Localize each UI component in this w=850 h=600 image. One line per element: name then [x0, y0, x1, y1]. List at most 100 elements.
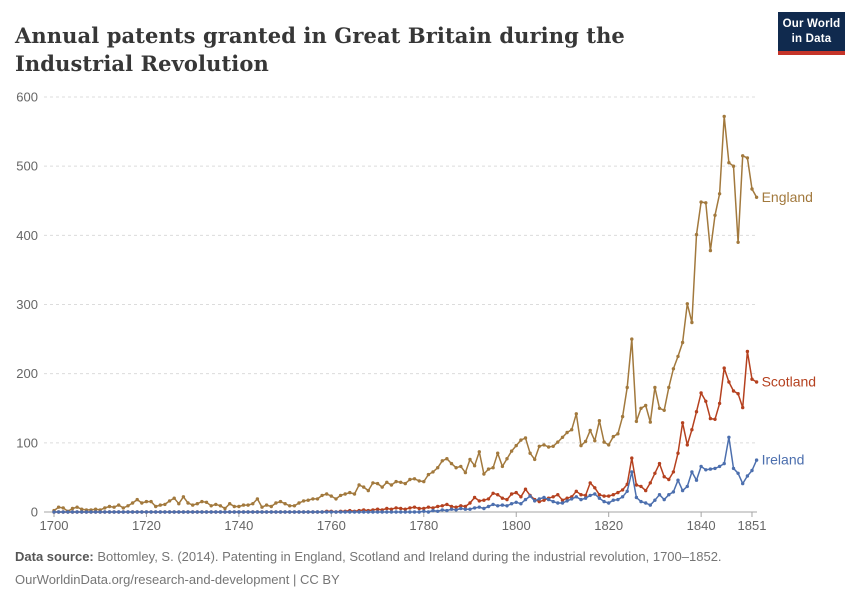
data-point-england — [717, 192, 722, 196]
data-point-scotland — [630, 456, 634, 460]
data-point-ireland — [200, 510, 204, 514]
x-axis-label-1700: 1700 — [40, 518, 69, 533]
data-point-ireland — [472, 506, 477, 510]
data-point-ireland — [246, 510, 250, 514]
data-point-england — [389, 483, 394, 487]
data-point-england — [375, 481, 380, 486]
data-point-scotland — [620, 488, 625, 492]
x-axis-label-1760: 1760 — [317, 518, 346, 533]
data-point-england — [223, 506, 227, 511]
data-point-ireland — [283, 510, 287, 514]
data-source-label: Data source: — [15, 549, 94, 564]
data-point-ireland — [408, 510, 412, 514]
data-point-ireland — [389, 510, 394, 514]
data-point-england — [727, 161, 731, 165]
data-point-england — [509, 449, 514, 453]
data-point-ireland — [671, 490, 676, 494]
data-point-england — [352, 492, 357, 496]
data-point-england — [713, 213, 717, 217]
data-point-scotland — [583, 493, 588, 498]
data-point-england — [278, 499, 283, 504]
data-point-ireland — [380, 510, 384, 514]
data-point-ireland — [348, 510, 352, 514]
data-point-scotland — [611, 493, 615, 497]
data-point-scotland — [694, 410, 699, 414]
owid-logo[interactable]: Our World in Data — [778, 12, 845, 55]
data-point-ireland — [117, 510, 121, 514]
data-point-england — [172, 496, 176, 500]
data-point-ireland — [593, 492, 597, 496]
data-point-ireland — [126, 510, 130, 514]
data-point-england — [482, 472, 486, 476]
data-point-ireland — [565, 499, 569, 503]
data-point-ireland — [482, 506, 486, 511]
data-point-england — [537, 444, 541, 448]
data-point-scotland — [593, 486, 597, 490]
data-point-ireland — [352, 510, 357, 514]
data-point-ireland — [264, 510, 269, 514]
data-point-ireland — [713, 466, 717, 471]
data-point-ireland — [177, 510, 181, 514]
data-point-ireland — [741, 481, 745, 486]
data-point-ireland — [274, 510, 278, 514]
data-point-england — [158, 503, 162, 507]
data-point-scotland — [542, 498, 546, 502]
y-axis-label-100: 100 — [16, 435, 38, 450]
data-point-scotland — [680, 421, 685, 425]
data-point-england — [112, 505, 116, 509]
data-point-england — [380, 485, 384, 489]
data-point-england — [177, 502, 181, 506]
x-axis-label-1740: 1740 — [224, 518, 253, 533]
data-point-england — [741, 154, 745, 158]
data-point-england — [676, 354, 680, 359]
data-point-england — [311, 497, 315, 501]
data-point-ireland — [325, 510, 329, 514]
data-point-ireland — [112, 510, 116, 514]
data-point-ireland — [436, 509, 440, 513]
data-point-england — [56, 505, 61, 509]
data-point-england — [593, 439, 597, 443]
data-point-england — [708, 248, 713, 253]
data-point-england — [611, 434, 615, 439]
data-point-ireland — [486, 504, 491, 509]
data-point-england — [371, 481, 375, 485]
data-point-england — [135, 497, 139, 502]
data-point-ireland — [301, 510, 306, 514]
x-axis-label-1851: 1851 — [738, 518, 767, 533]
data-point-ireland — [607, 501, 611, 505]
data-point-ireland — [232, 510, 236, 514]
data-point-scotland — [523, 487, 528, 491]
license-text: | CC BY — [289, 571, 340, 587]
owid-url-link[interactable]: OurWorldinData.org/research-and-developm… — [15, 571, 290, 587]
data-point-scotland — [440, 504, 444, 508]
data-point-england — [680, 340, 685, 345]
data-point-ireland — [154, 510, 158, 514]
data-point-scotland — [616, 490, 620, 495]
data-point-ireland — [103, 510, 107, 514]
data-point-england — [445, 457, 449, 461]
data-point-scotland — [722, 366, 726, 370]
data-point-scotland — [454, 505, 458, 509]
data-point-scotland — [514, 490, 518, 495]
data-point-england — [288, 504, 292, 508]
data-point-ireland — [417, 510, 421, 514]
data-point-england — [639, 406, 643, 410]
y-axis-label-400: 400 — [16, 228, 38, 243]
data-point-ireland — [745, 474, 750, 478]
data-point-scotland — [754, 380, 759, 384]
logo-line2: in Data — [791, 32, 832, 45]
data-point-england — [736, 240, 740, 244]
data-point-england — [121, 506, 126, 510]
data-point-scotland — [436, 504, 440, 509]
data-point-ireland — [144, 510, 149, 514]
data-point-england — [412, 477, 417, 481]
data-point-england — [228, 502, 232, 506]
data-point-scotland — [607, 494, 611, 498]
data-point-england — [607, 443, 611, 447]
data-point-ireland — [195, 510, 199, 514]
data-point-scotland — [717, 401, 722, 406]
data-point-ireland — [459, 506, 463, 511]
data-point-ireland — [676, 478, 680, 482]
data-point-england — [186, 501, 190, 505]
